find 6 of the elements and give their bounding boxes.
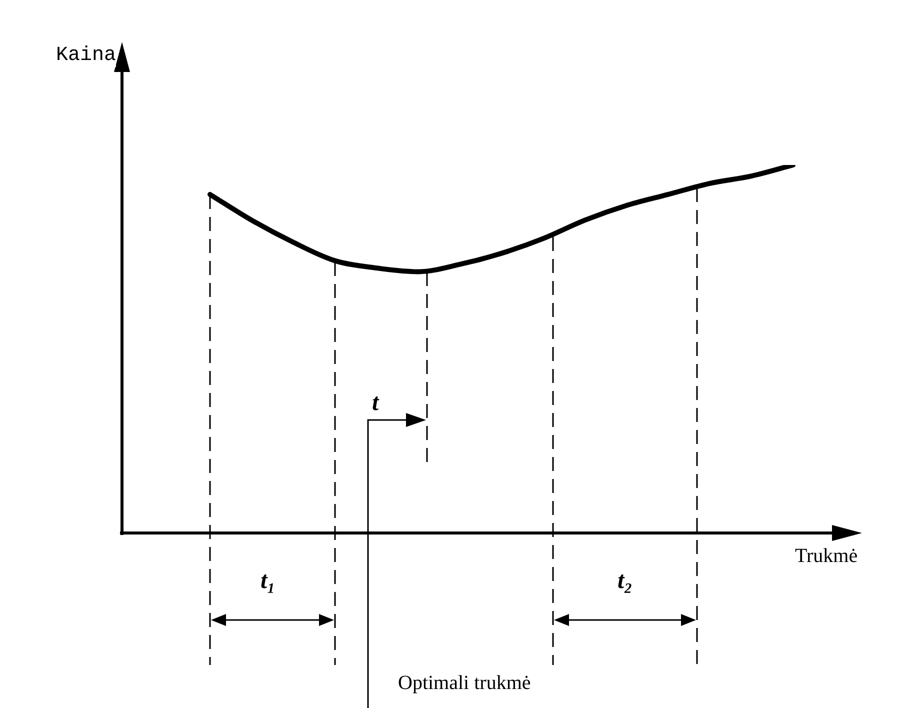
text: t₁	[260, 568, 276, 595]
text: t₂	[617, 568, 633, 595]
annotation: t	[372, 390, 379, 417]
x-axis-title: Trukmė	[795, 545, 858, 568]
text: Optimali trukmė	[398, 672, 531, 695]
text: Kaina	[56, 44, 116, 67]
